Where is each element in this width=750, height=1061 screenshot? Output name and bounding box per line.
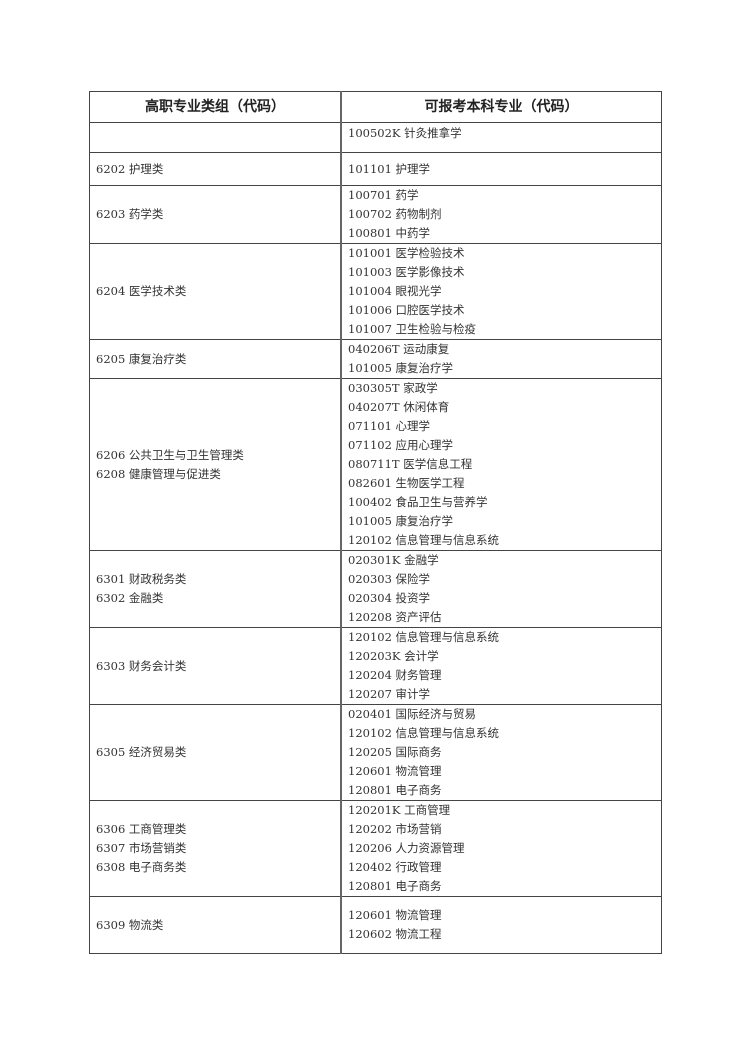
undergraduate-major: 120102 信息管理与信息系统 [348,726,500,740]
undergraduate-major-cell: 040206T 运动康复 101005 康复治疗学 [340,339,662,379]
vocational-group: 6305 经济贸易类 [96,745,187,759]
undergraduate-major: 120203K 会计学 [348,649,439,663]
undergraduate-major: 120205 国际商务 [348,745,442,759]
undergraduate-major: 120601 物流管理 [348,764,442,778]
undergraduate-major-cell: 100701 药学 100702 药物制剂 100801 中药学 [340,185,662,244]
vocational-group-cell: 6206 公共卫生与卫生管理类 6208 健康管理与促进类 [89,378,342,551]
table-row: 6206 公共卫生与卫生管理类 6208 健康管理与促进类 030305T 家政学 0… [89,378,662,551]
vocational-group: 6204 医学技术类 [96,284,187,298]
vocational-group-cell: 6303 财务会计类 [89,627,342,705]
vocational-group-cell: 6301 财政税务类 6302 金融类 [89,550,342,628]
vocational-group: 6302 金融类 [96,591,164,605]
vocational-group-cell: 6205 康复治疗类 [89,339,342,379]
undergraduate-major: 101004 眼视光学 [348,284,442,298]
undergraduate-major-cell: 120201K 工商管理 120202 市场营销 120206 人力资源管理 1204… [340,800,662,897]
undergraduate-major: 120601 物流管理 [348,908,442,922]
table-row: 6301 财政税务类 6302 金融类 020301K 金融学 020303 保险学 0… [89,550,662,628]
undergraduate-major: 100402 食品卫生与营养学 [348,495,488,509]
undergraduate-major-cell: 020401 国际经济与贸易 120102 信息管理与信息系统 120205 国际商… [340,704,662,801]
undergraduate-major: 100701 药学 [348,188,419,202]
vocational-group: 6202 护理类 [96,161,164,176]
header-vocational-group: 高职专业类组（代码） [89,91,342,123]
table-row: 6203 药学类 100701 药学 100702 药物制剂 100801 中药学 [89,185,662,244]
undergraduate-major: 071102 应用心理学 [348,438,454,452]
undergraduate-major: 120201K 工商管理 [348,803,451,817]
vocational-group-cell: 6204 医学技术类 [89,243,342,340]
vocational-group: 6206 公共卫生与卫生管理类 [96,447,244,462]
table-row: 6306 工商管理类 6307 市场营销类 6308 电子商务类 120201K 工商… [89,800,662,897]
table-row: 100502K 针灸推拿学 [89,122,662,153]
header-undergraduate-major: 可报考本科专业（代码） [340,91,662,123]
table-row: 6204 医学技术类 101001 医学检验技术 101003 医学影像技术 1010… [89,243,662,340]
undergraduate-major: 120207 审计学 [348,687,431,701]
undergraduate-major-cell: 120601 物流管理 120602 物流工程 [340,896,662,954]
vocational-group-cell: 6305 经济贸易类 [89,704,342,801]
vocational-group-cell: 6202 护理类 [89,152,342,186]
table-row: 6303 财务会计类 120102 信息管理与信息系统 120203K 会计学 120… [89,627,662,705]
table-row: 6202 护理类 101101 护理学 [89,152,662,186]
vocational-group-cell: 6306 工商管理类 6307 市场营销类 6308 电子商务类 [89,800,342,897]
undergraduate-major: 120202 市场营销 [348,822,442,836]
undergraduate-major: 030305T 家政学 [348,381,438,395]
vocational-group: 6303 财务会计类 [96,658,187,673]
undergraduate-major-cell: 020301K 金融学 020303 保险学 020304 投资学 120208 资产… [340,550,662,628]
vocational-group: 6301 财政税务类 [96,572,187,586]
undergraduate-major: 120602 物流工程 [348,927,442,941]
undergraduate-major: 120102 信息管理与信息系统 [348,630,500,644]
undergraduate-major: 120204 财务管理 [348,668,442,682]
table-header-row: 高职专业类组（代码） 可报考本科专业（代码） [89,91,662,123]
undergraduate-major: 020303 保险学 [348,572,431,586]
undergraduate-major: 101005 康复治疗学 [348,361,454,375]
undergraduate-major: 100702 药物制剂 [348,207,442,221]
undergraduate-major-cell: 100502K 针灸推拿学 [340,122,662,153]
vocational-group-cell [89,122,342,153]
undergraduate-major-cell: 030305T 家政学 040207T 休闲体育 071101 心理学 071102 … [340,378,662,551]
vocational-group: 6205 康复治疗类 [96,351,187,366]
undergraduate-major: 071101 心理学 [348,419,431,433]
major-mapping-table: 高职专业类组（代码） 可报考本科专业（代码） 100502K 针灸推拿学 6202… [89,91,662,954]
undergraduate-major: 020301K 金融学 [348,553,439,567]
vocational-group: 6306 工商管理类 [96,822,187,836]
vocational-group-cell: 6203 药学类 [89,185,342,244]
undergraduate-major: 020304 投资学 [348,591,431,605]
undergraduate-major: 120801 电子商务 [348,783,442,797]
undergraduate-major: 040206T 运动康复 [348,342,450,356]
undergraduate-major-cell: 101001 医学检验技术 101003 医学影像技术 101004 眼视光学 101… [340,243,662,340]
undergraduate-major: 080711T 医学信息工程 [348,457,473,471]
undergraduate-major-cell: 120102 信息管理与信息系统 120203K 会计学 120204 财务管理 12… [340,627,662,705]
undergraduate-major-cell: 101101 护理学 [340,152,662,186]
undergraduate-major: 101007 卫生检验与检疫 [348,322,477,336]
vocational-group-cell: 6309 物流类 [89,896,342,954]
undergraduate-major: 100801 中药学 [348,226,431,240]
undergraduate-major: 120206 人力资源管理 [348,841,465,855]
undergraduate-major: 120801 电子商务 [348,879,442,893]
vocational-group: 6307 市场营销类 [96,841,187,855]
undergraduate-major: 082601 生物医学工程 [348,476,465,490]
vocational-group: 6308 电子商务类 [96,860,187,874]
undergraduate-major: 101006 口腔医学技术 [348,303,465,317]
vocational-group: 6208 健康管理与促进类 [96,466,221,481]
undergraduate-major: 120102 信息管理与信息系统 [348,533,500,547]
vocational-group: 6203 药学类 [96,207,164,221]
vocational-group: 6309 物流类 [96,917,164,932]
undergraduate-major: 101003 医学影像技术 [348,265,465,279]
undergraduate-major: 101101 护理学 [348,161,431,176]
undergraduate-major: 020401 国际经济与贸易 [348,707,477,721]
undergraduate-major: 120208 资产评估 [348,610,442,624]
table-row: 6309 物流类 120601 物流管理 120602 物流工程 [89,896,662,954]
undergraduate-major: 100502K 针灸推拿学 [348,126,462,140]
table-row: 6205 康复治疗类 040206T 运动康复 101005 康复治疗学 [89,339,662,379]
undergraduate-major: 120402 行政管理 [348,860,442,874]
table-row: 6305 经济贸易类 020401 国际经济与贸易 120102 信息管理与信息系统… [89,704,662,801]
undergraduate-major: 101005 康复治疗学 [348,514,454,528]
undergraduate-major: 040207T 休闲体育 [348,400,450,414]
undergraduate-major: 101001 医学检验技术 [348,246,465,260]
